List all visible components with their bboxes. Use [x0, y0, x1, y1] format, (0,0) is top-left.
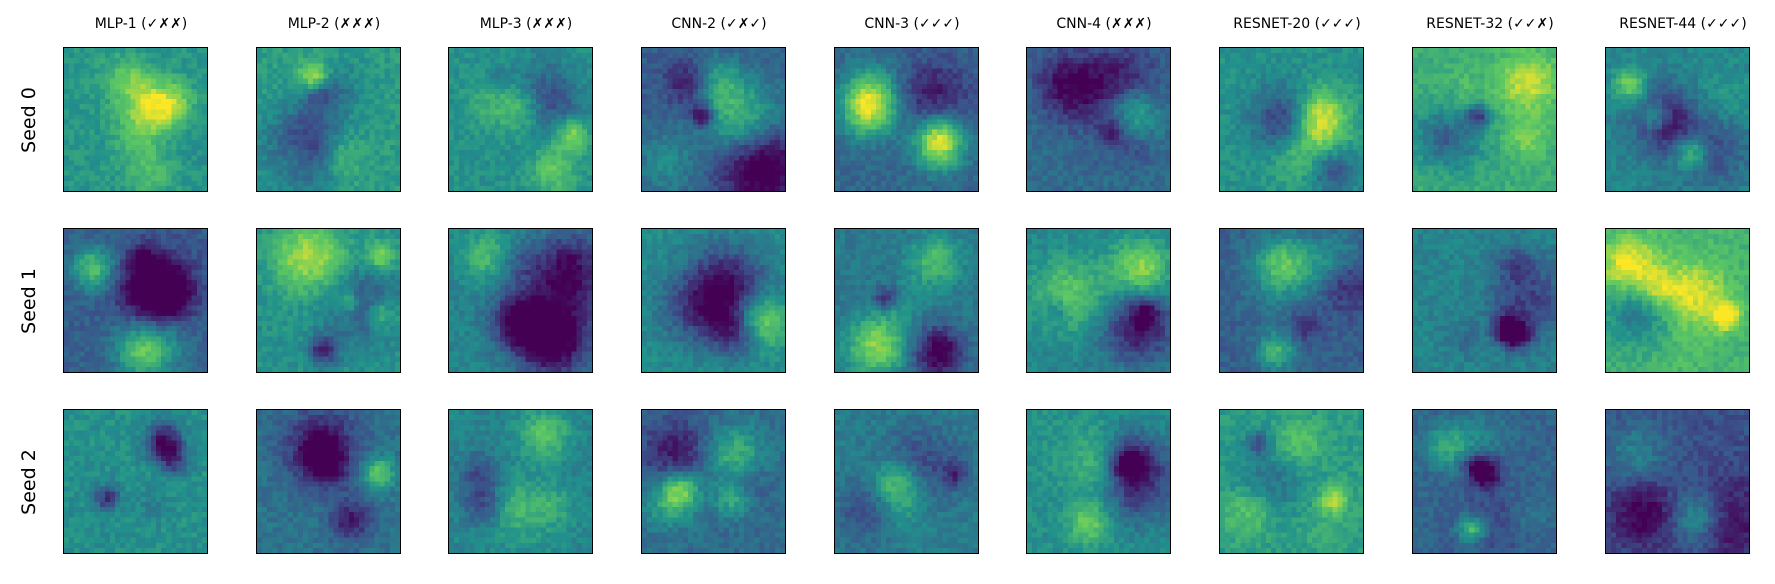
heatmap-panel-r0-c3: [641, 47, 786, 192]
heatmap-panel-r0-c7: [1412, 47, 1557, 192]
row-label-text-seed-2: Seed 2: [18, 449, 40, 515]
row-label-text-seed-1: Seed 1: [18, 268, 40, 334]
heatmap-panel-r1-c0: [63, 228, 208, 373]
row-label-text-seed-0: Seed 0: [18, 87, 40, 153]
heatmap-panel-r2-c2: [448, 409, 593, 554]
heatmap-panel-r2-c4: [834, 409, 979, 554]
column-title-resnet-32: RESNET-32 (✓✓✗): [1395, 16, 1585, 32]
heatmap-panel-r1-c3: [641, 228, 786, 373]
column-title-cnn-3: CNN-3 (✓✓✓): [817, 16, 1007, 32]
heatmap-panel-r0-c6: [1219, 47, 1364, 192]
heatmap-panel-r2-c1: [256, 409, 401, 554]
heatmap-panel-r2-c3: [641, 409, 786, 554]
heatmap-panel-r1-c4: [834, 228, 979, 373]
heatmap-panel-r1-c1: [256, 228, 401, 373]
heatmap-panel-r0-c2: [448, 47, 593, 192]
heatmap-panel-r2-c6: [1219, 409, 1364, 554]
heatmap-panel-r0-c8: [1605, 47, 1750, 192]
heatmap-panel-r0-c5: [1026, 47, 1171, 192]
column-title-mlp-3: MLP-3 (✗✗✗): [431, 16, 621, 32]
column-title-cnn-4: CNN-4 (✗✗✗): [1009, 16, 1199, 32]
heatmap-panel-r0-c0: [63, 47, 208, 192]
heatmap-panel-r0-c1: [256, 47, 401, 192]
heatmap-panel-r2-c7: [1412, 409, 1557, 554]
heatmap-panel-r1-c2: [448, 228, 593, 373]
row-label-seed-1: Seed 1: [15, 228, 43, 373]
heatmap-panel-r2-c5: [1026, 409, 1171, 554]
heatmap-panel-r2-c8: [1605, 409, 1750, 554]
column-title-cnn-2: CNN-2 (✓✗✓): [624, 16, 814, 32]
column-title-mlp-2: MLP-2 (✗✗✗): [239, 16, 429, 32]
heatmap-panel-r1-c6: [1219, 228, 1364, 373]
row-label-seed-0: Seed 0: [15, 47, 43, 192]
heatmap-panel-r1-c7: [1412, 228, 1557, 373]
heatmap-panel-r1-c5: [1026, 228, 1171, 373]
heatmap-panel-r2-c0: [63, 409, 208, 554]
column-title-mlp-1: MLP-1 (✓✗✗): [46, 16, 236, 32]
row-label-seed-2: Seed 2: [15, 409, 43, 554]
heatmap-panel-r1-c8: [1605, 228, 1750, 373]
column-title-resnet-20: RESNET-20 (✓✓✓): [1202, 16, 1392, 32]
heatmap-panel-r0-c4: [834, 47, 979, 192]
column-title-resnet-44: RESNET-44 (✓✓✓): [1588, 16, 1775, 32]
